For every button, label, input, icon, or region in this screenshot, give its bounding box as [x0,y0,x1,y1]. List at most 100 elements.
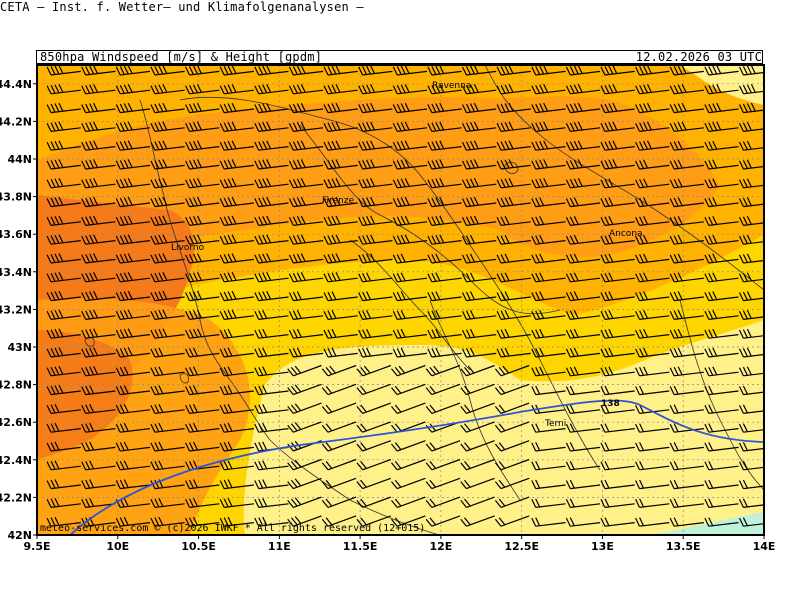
wind-barb [392,347,428,358]
wind-barb [46,498,81,508]
wind-barb [704,197,739,208]
wind-barb [185,215,220,226]
wind-barb [185,460,220,471]
wind-barb [738,385,764,396]
wind-barb [287,515,322,527]
wind-barb [635,140,670,151]
contour-label: 138 [601,399,620,409]
wind-barb [531,197,566,208]
wind-barb [704,159,739,170]
wind-barb [219,253,254,264]
wind-barb [669,84,704,95]
wind-barb [600,517,635,527]
wind-barb [323,159,358,170]
wind-barb [565,253,601,264]
wind-barb [496,328,531,339]
wind-barb [150,253,185,264]
wind-barb [288,234,324,245]
wind-barb [254,422,289,433]
wind-barb [254,272,289,283]
speed-band-teal [650,512,764,535]
wind-barb [738,498,764,508]
wind-barb [391,515,426,527]
wind-barb [81,404,116,414]
wind-barb [185,498,220,508]
wind-barb [150,290,185,302]
wind-barb [392,253,428,264]
wind-barb [531,65,566,76]
wind-barb [254,310,289,320]
wind-barb [600,385,635,396]
wind-barb [494,402,530,414]
wind-barb [81,178,116,189]
wind-barb [46,347,81,358]
wind-barb [46,422,81,433]
wind-barb [185,479,220,490]
wind-barb [565,84,601,95]
wind-barb [461,328,497,339]
wind-barb [81,84,116,95]
wind-barb [219,309,254,320]
wind-barb [392,196,428,208]
wind-barb [185,102,220,114]
wind-barb [704,366,739,377]
city-label-livorno: Livorno [171,243,205,253]
wind-barb [669,310,704,320]
wind-barb [150,516,185,527]
wind-barb [115,253,151,264]
wind-barb [600,347,635,358]
wind-barb [81,479,116,490]
wind-barb [115,290,151,302]
wind-barb [219,121,254,132]
wind-barb [531,102,566,114]
wind-barb [185,422,220,433]
wind-barb [321,515,357,527]
lon-tick-label: 12E [429,540,452,553]
wind-barb [254,84,289,95]
wind-barb [150,328,185,339]
wind-barb [391,402,426,414]
wind-barb [185,253,220,264]
height-contour-line [69,399,764,535]
wind-barb [738,291,764,302]
wind-barb [635,423,670,433]
wind-barb [356,364,392,377]
wind-barb [494,383,530,396]
wind-barb [565,140,601,151]
wind-barb [391,477,426,490]
wind-barb [46,460,81,471]
wind-barb [565,65,601,76]
wind-barb [115,347,151,358]
wind-barb [81,253,116,264]
wind-barb [704,442,739,452]
wind-barb [219,65,254,76]
wind-barb [427,121,462,132]
wind-barb [635,197,670,208]
wind-barb [150,460,185,471]
wind-barb [531,291,566,302]
wind-barb [494,496,530,508]
lon-tick-label: 11.5E [343,540,378,553]
wind-barb [150,196,185,208]
wind-barb [219,347,254,358]
wind-barb [254,290,289,302]
wind-barb [425,458,461,471]
graticule [37,65,764,535]
wind-barb [219,422,254,433]
wind-barb [356,477,392,490]
wind-barb [150,159,185,170]
wind-barb [461,253,497,264]
wind-barb [115,102,151,114]
wind-barb [704,423,739,433]
wind-barb [738,234,764,245]
wind-barb [704,178,739,189]
city-label-firenze: Firenze [322,196,354,206]
wind-barb [150,84,185,95]
wind-barb [358,234,393,245]
wind-barb [392,234,428,245]
wind-barb [494,477,530,490]
wind-barb [738,404,764,414]
wind-barb [358,328,393,339]
wind-barb [669,366,704,377]
